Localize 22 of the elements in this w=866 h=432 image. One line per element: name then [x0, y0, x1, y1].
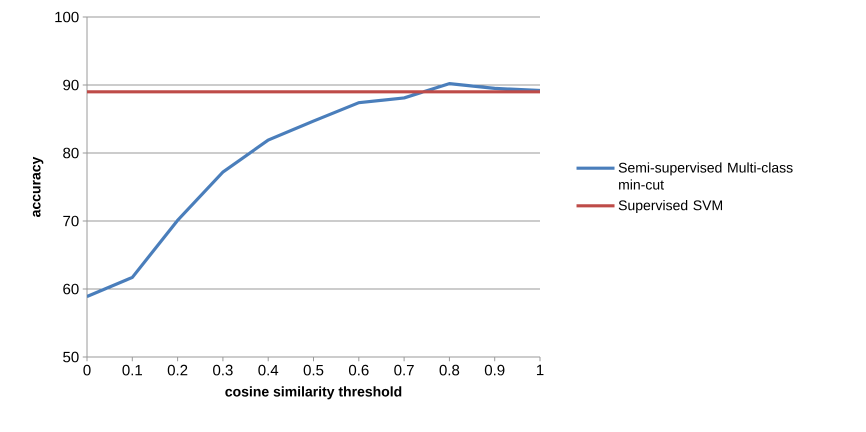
x-tick-label: 0.5	[304, 364, 324, 376]
x-tick-label: 0.6	[348, 364, 369, 376]
y-tick-label: 80	[63, 148, 79, 158]
y-tick-label: 60	[63, 284, 79, 294]
x-tick-label: 0.3	[213, 364, 233, 376]
x-tick-label: 0.1	[122, 364, 142, 376]
x-tick-label: 0.8	[440, 364, 460, 376]
y-tick-label: 50	[63, 352, 79, 362]
legend-label: Supervised SVM	[618, 200, 722, 214]
legend-label: Semi-supervised Multi-class min-cut	[618, 162, 793, 190]
y-tick-label: 70	[63, 216, 79, 226]
y-tick-label: 90	[63, 80, 79, 90]
x-tick-label: 1	[536, 364, 544, 376]
x-axis-title: cosine similarity threshold	[225, 386, 402, 400]
x-tick-label: 0.4	[258, 364, 278, 376]
y-axis-title: accuracy	[32, 156, 44, 217]
y-tick-label: 100	[55, 12, 79, 22]
x-tick-label: 0	[83, 364, 91, 376]
line-series	[87, 82, 540, 298]
x-tick-label: 0.7	[394, 364, 414, 376]
x-tick-label: 0.9	[484, 364, 504, 376]
x-tick-label: 0.2	[168, 364, 188, 376]
